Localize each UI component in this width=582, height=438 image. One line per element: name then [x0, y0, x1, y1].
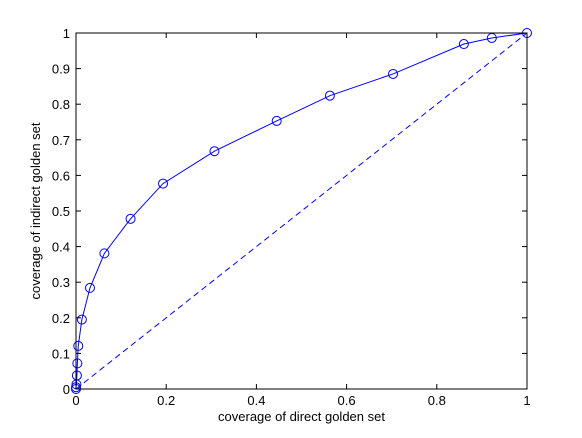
y-tick-label: 0.8	[52, 97, 70, 112]
data-point	[72, 358, 83, 369]
y-tick-label: 0.4	[52, 240, 70, 255]
y-tick-label: 0.1	[52, 346, 70, 361]
x-tick-label: 0.4	[247, 393, 265, 408]
y-tick-label: 0.6	[52, 168, 70, 183]
y-tick-label: 0.5	[52, 204, 70, 219]
x-tick-label: 0.6	[338, 393, 356, 408]
diagonal-reference-line	[75, 32, 528, 390]
y-tick-label: 0.7	[52, 133, 70, 148]
y-axis-label: coverage of indirect golden set	[28, 122, 43, 299]
data-point	[73, 340, 84, 351]
data-point	[84, 282, 95, 293]
y-tick-label: 0.3	[52, 275, 70, 290]
plot-frame	[75, 32, 528, 390]
x-tick-label: 0.2	[157, 393, 175, 408]
coverage-curve	[75, 32, 528, 389]
data-point	[458, 39, 469, 50]
data-point	[158, 178, 169, 189]
tick-layer: 0 0.2 0.4 0.6 0.8 1 0 0.1 0.2 0.3 0.4 0.5 0.6 0.7 0.8 0…	[52, 26, 531, 408]
data-point	[324, 90, 335, 101]
data-point	[271, 115, 282, 126]
data-point	[76, 314, 87, 325]
y-tick-label: 0.9	[52, 62, 70, 77]
data-point	[209, 146, 220, 157]
plot-area	[76, 33, 527, 389]
data-point	[125, 213, 136, 224]
data-point	[388, 68, 399, 79]
x-tick-label: 0	[72, 393, 79, 408]
y-tick-label: 0	[63, 382, 70, 397]
series-layer	[71, 28, 532, 394]
data-point	[99, 248, 110, 259]
data-point	[71, 370, 82, 381]
y-tick-label: 0.2	[52, 311, 70, 326]
x-tick-label: 1	[523, 393, 530, 408]
x-axis-label: coverage of direct golden set	[218, 409, 385, 424]
x-tick-label: 0.8	[428, 393, 446, 408]
y-tick-label: 1	[63, 26, 70, 41]
